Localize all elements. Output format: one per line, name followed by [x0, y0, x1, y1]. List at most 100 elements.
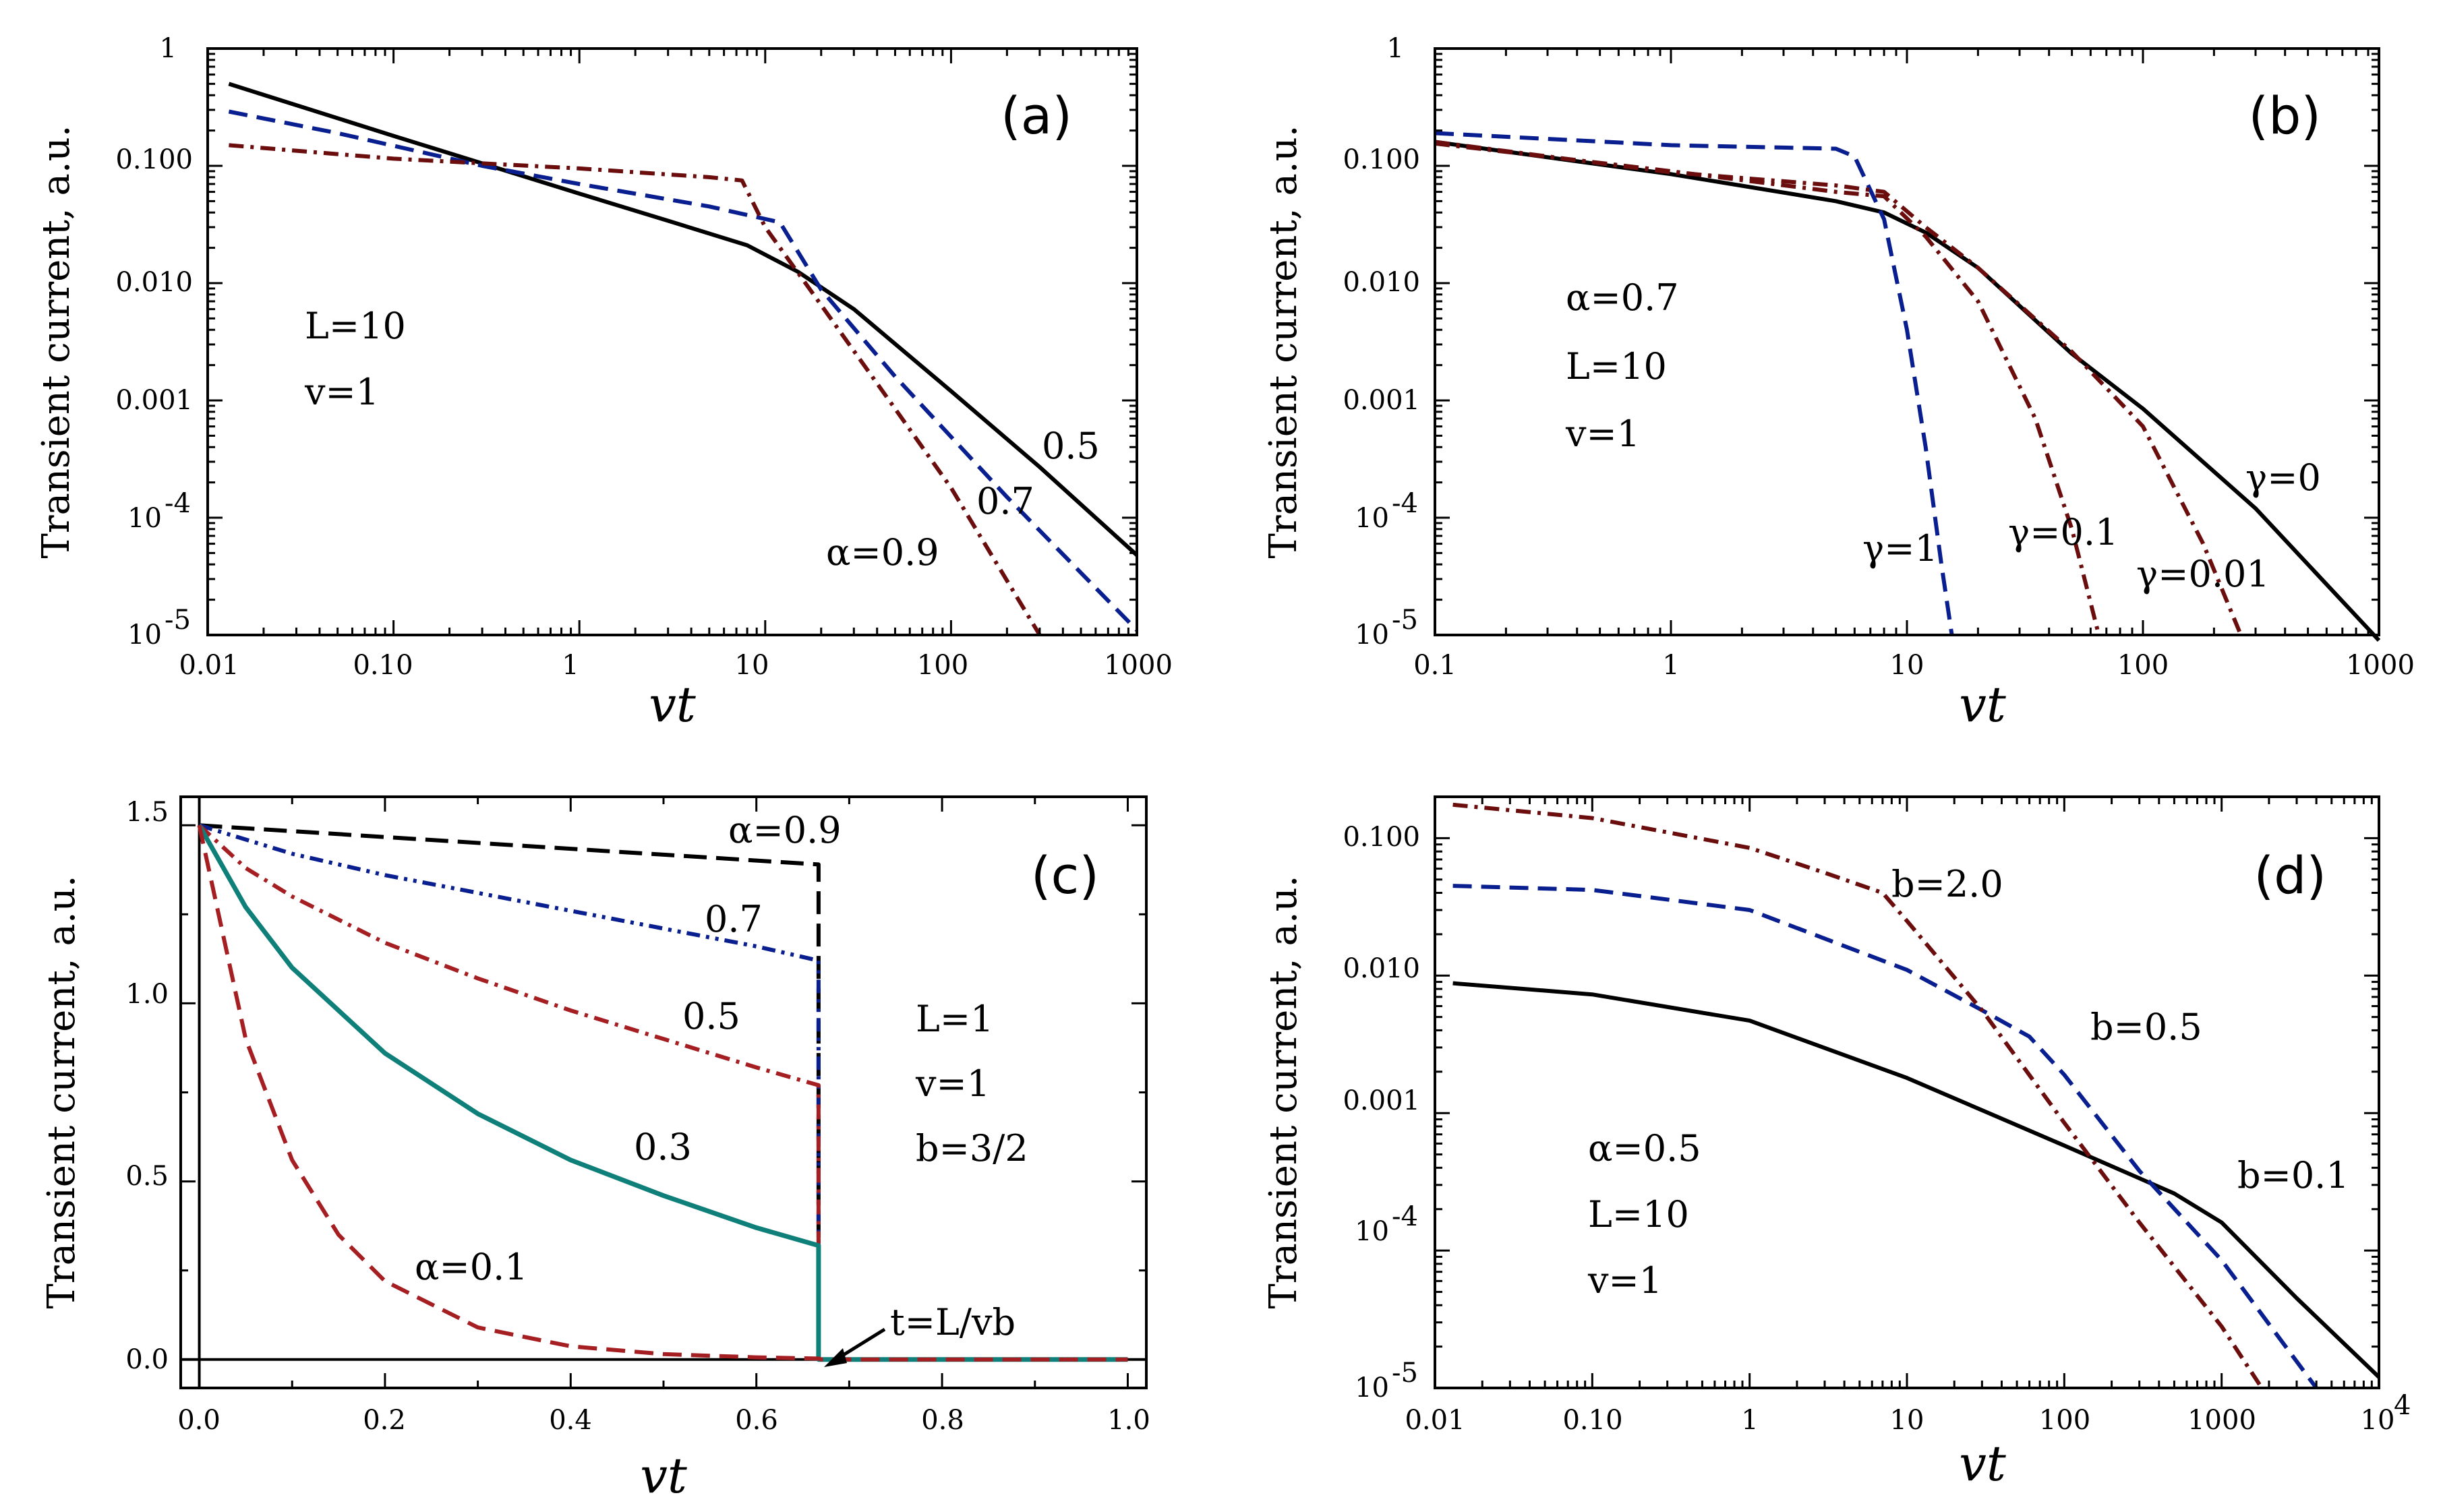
- panel-d-ytick-0.001: 0.001: [1343, 1085, 1420, 1116]
- panel-b: 1 0.100 0.010 0.001 10 -4 10 -5 0.1 1 10…: [1262, 33, 2415, 733]
- panel-d-ticks: [1434, 797, 2380, 1389]
- panel-c-label-0.9: α=0.9: [728, 809, 842, 851]
- panel-b-ytick-1: 1: [1387, 33, 1404, 64]
- panel-d-xtick-10: 10: [1890, 1405, 1924, 1436]
- panel-b-xtick-10: 10: [1890, 650, 1924, 681]
- panel-b-xlabel: vt: [1959, 676, 2007, 733]
- panel-a-letter: (a): [1001, 86, 1072, 146]
- panel-a-xtick-1: 1: [562, 650, 579, 681]
- panel-b-xtick-100: 100: [2117, 650, 2169, 681]
- panel-a-ytick-base-5: 10: [127, 619, 162, 651]
- panel-c-xtick-0.6: 0.6: [735, 1405, 778, 1436]
- panel-d-xtick-exp-4: 4: [2394, 1390, 2411, 1421]
- panel-a-xtick-100: 100: [917, 650, 968, 681]
- panel-d-ytick-exp-4: -4: [1392, 1201, 1418, 1232]
- panel-c-ytick-1.5: 1.5: [125, 797, 169, 828]
- panel-c-ticks: [181, 797, 1146, 1388]
- panel-d-ylabel: Transient current, a.u.: [1262, 875, 1305, 1308]
- panel-a-param-v: v=1: [304, 371, 379, 413]
- panel-b-series-0: [1434, 140, 2381, 642]
- panel-b-ytick-exp-4: -4: [1392, 488, 1418, 519]
- panel-b-series-0.01: [1434, 140, 2243, 636]
- panel-b-ticks: [1434, 47, 2380, 636]
- panel-a-label-0.5: 0.5: [1042, 425, 1100, 467]
- panel-d-ytick-exp-5: -5: [1392, 1358, 1418, 1389]
- panel-a-label-0.7: 0.7: [976, 480, 1034, 522]
- panel-b-label-gamma-1: γ=1: [1862, 527, 1938, 570]
- panel-b-ytick-0.100: 0.100: [1343, 144, 1420, 175]
- panel-c-label-0.1: α=0.1: [415, 1246, 528, 1288]
- panel-c-ytick-0.5: 0.5: [125, 1161, 169, 1192]
- panel-b-ytick-0.001: 0.001: [1343, 385, 1420, 416]
- panel-c-frame: [179, 795, 1148, 1389]
- panel-c-param-v: v=1: [915, 1062, 990, 1105]
- panel-b-xtick-1: 1: [1662, 650, 1679, 681]
- panel-a-curves: [228, 82, 1139, 636]
- panel-c-arrow-head: [824, 1348, 847, 1367]
- panel-b-xtick-1000: 1000: [2346, 650, 2415, 681]
- panel-a-xtick-0.10: 0.10: [353, 650, 413, 681]
- panel-d-xtick-1000: 1000: [2187, 1405, 2256, 1436]
- panel-d-ytick-base-5: 10: [1355, 1372, 1389, 1403]
- panel-c-series-0.1: [197, 824, 1128, 1362]
- panel-d: 0.100 0.010 0.001 10 -4 10 -5 0.01 0.10 …: [1262, 795, 2411, 1492]
- panel-c-label-0.5: 0.5: [682, 995, 740, 1037]
- panel-c-label-0.3: 0.3: [634, 1126, 692, 1168]
- panel-b-ytick-base-5: 10: [1355, 619, 1389, 651]
- panel-a-ytick-0.100: 0.100: [115, 144, 193, 175]
- panel-d-series-b0.1: [1452, 981, 2381, 1379]
- panel-a-xlabel: vt: [649, 676, 697, 733]
- panel-c-xlabel: vt: [640, 1447, 688, 1504]
- panel-a-ytick-exp-5: -5: [165, 605, 191, 636]
- panel-b-param-v: v=1: [1565, 413, 1640, 455]
- panel-c-param-L: L=1: [916, 998, 993, 1040]
- panel-d-param-v: v=1: [1587, 1259, 1662, 1302]
- panel-b-series-0.1: [1434, 141, 2101, 636]
- panel-d-label-b2.0: b=2.0: [1891, 863, 2003, 905]
- panel-d-label-b0.5: b=0.5: [2090, 1006, 2202, 1048]
- panel-d-ytick-0.100: 0.100: [1343, 822, 1420, 853]
- panel-a-ticks: [206, 47, 1138, 636]
- panel-d-param-alpha: α=0.5: [1588, 1127, 1701, 1170]
- panel-d-curves: [1452, 802, 2381, 1389]
- panel-a-ytick-base-4: 10: [127, 503, 162, 534]
- panel-d-xlabel: vt: [1959, 1435, 2007, 1492]
- panel-c-xtick-1.0: 1.0: [1107, 1405, 1150, 1436]
- panel-c-arrow-label: t=L/vb: [890, 1301, 1016, 1343]
- panel-c-curves: [181, 797, 1146, 1388]
- panel-c-param-b: b=3/2: [916, 1127, 1028, 1170]
- panel-b-ytick-base-4: 10: [1355, 503, 1389, 534]
- panel-d-series-b0.5: [1452, 884, 2318, 1389]
- panel-b-param-L: L=10: [1566, 345, 1667, 388]
- panel-b-ytick-0.010: 0.010: [1343, 267, 1420, 298]
- panel-d-series-b2.0: [1452, 802, 2264, 1389]
- panel-b-ylabel: Transient current, a.u.: [1262, 125, 1305, 558]
- panel-d-label-b0.1: b=0.1: [2237, 1154, 2349, 1197]
- panel-a-param-L: L=10: [305, 305, 406, 347]
- panel-a-ytick-0.001: 0.001: [115, 385, 193, 416]
- panel-a-ylabel: Transient current, a.u.: [34, 125, 78, 558]
- panel-b-ytick-exp-5: -5: [1392, 605, 1418, 636]
- panel-b-label-gamma-0: γ=0: [2245, 456, 2321, 499]
- panel-d-xtick-100: 100: [2039, 1405, 2090, 1436]
- panel-a-frame: [206, 47, 1138, 636]
- panel-d-ytick-0.010: 0.010: [1343, 953, 1420, 984]
- panel-c-xtick-0.2: 0.2: [363, 1405, 406, 1436]
- panel-c-xtick-0.0: 0.0: [177, 1405, 220, 1436]
- panel-a-ytick-1: 1: [160, 33, 177, 64]
- panel-d-xtick-0.01: 0.01: [1405, 1405, 1465, 1436]
- panel-c-xtick-0.4: 0.4: [549, 1405, 592, 1436]
- panel-a-series-0.9: [229, 143, 1042, 636]
- panel-a-label-0.9: α=0.9: [826, 531, 939, 574]
- panel-c-ytick-0.0: 0.0: [125, 1344, 169, 1375]
- panel-d-xtick-base-10: 10: [2361, 1405, 2395, 1436]
- panel-b-curves: [1434, 131, 2381, 642]
- panel-b-xtick-0.1: 0.1: [1413, 650, 1457, 681]
- panel-c-series-0.7: [198, 823, 1128, 1362]
- panel-a-ytick-exp-4: -4: [165, 488, 191, 519]
- panel-a: 1 0.100 0.010 0.001 10 -4 10 -5 0.01 0.1…: [34, 33, 1173, 733]
- panel-c-xtick-0.8: 0.8: [921, 1405, 964, 1436]
- panel-a-xtick-10: 10: [735, 650, 769, 681]
- panel-d-letter: (d): [2254, 845, 2326, 905]
